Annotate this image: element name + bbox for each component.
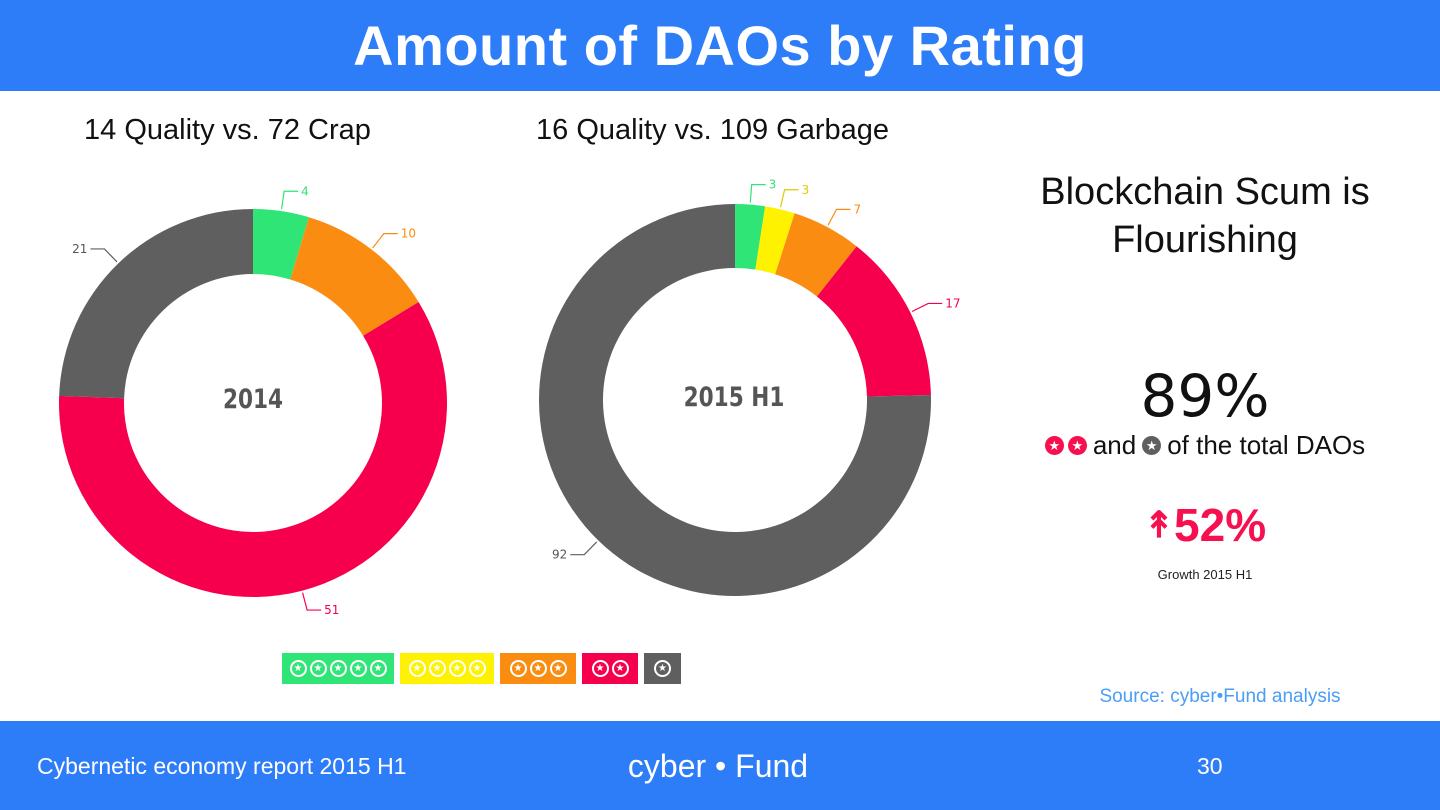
page-number: 30 [1197, 753, 1223, 779]
and-text: and [1092, 430, 1137, 460]
slice-value-label: 3 [769, 178, 777, 192]
donut-slice [735, 204, 766, 270]
label-leader-line [570, 541, 598, 556]
big-percentage: 89% [1140, 362, 1270, 430]
label-leader-line [280, 190, 299, 210]
slice-value-label: 10 [401, 227, 416, 241]
growth-figure: ↟52% [1005, 498, 1405, 552]
growth-label: Growth 2015 H1 [1157, 567, 1253, 582]
slice-value-label: 21 [72, 242, 87, 256]
header-bar: Amount of DAOs by Rating [0, 0, 1440, 91]
star-icon: ★ [1067, 436, 1087, 455]
slice-value-label: 92 [552, 548, 567, 562]
donut-slice [538, 204, 931, 596]
star-icon: ★ [349, 660, 367, 677]
donut-slice [755, 206, 795, 275]
star-icon: ★ [549, 660, 567, 677]
growth-value: 52% [1174, 499, 1267, 551]
side-headline: Blockchain Scum is Flourishing [1040, 171, 1370, 261]
source-note: Source: cyber•Fund analysis [1099, 686, 1341, 707]
legend-item-2-star: ★ ★ [582, 653, 638, 684]
star-icon: ★ [329, 660, 347, 677]
star-icon: ★ [289, 660, 307, 677]
slice-value-label: 51 [324, 603, 339, 617]
star-icon: ★ [408, 660, 426, 677]
donut-slice [290, 217, 419, 336]
rating-legend: ★ ★ ★ ★ ★ ★ ★ ★ ★ ★ ★ ★ ★ ★ ★ [282, 653, 681, 684]
star-icon: ★ [654, 660, 671, 677]
star-icon: ★ [468, 660, 486, 677]
star-icon: ★ [509, 660, 527, 677]
one-star-badge: ★ [1142, 436, 1162, 455]
star-icon: ★ [529, 660, 547, 677]
star-icon: ★ [611, 660, 629, 677]
donut-chart-2015: 3 3 7 17 92 [538, 178, 960, 596]
donut-chart-2014: 4 10 51 21 [58, 184, 447, 617]
star-icon: ★ [369, 660, 387, 677]
label-leader-line [911, 302, 943, 313]
of-total-text: of the total DAOs [1167, 430, 1366, 460]
donut-slice [58, 301, 447, 598]
legend-item-5-star: ★ ★ ★ ★ ★ [282, 653, 394, 684]
up-arrow-icon: ↟ [1143, 504, 1175, 545]
star-icon: ★ [448, 660, 466, 677]
chart-title-2014: 14 Quality vs. 72 Crap [84, 114, 371, 146]
center-label-2014: 2014 [222, 384, 284, 415]
donut-slice [775, 213, 857, 297]
legend-item-1-star: ★ [644, 653, 681, 684]
label-leader-line [301, 592, 322, 611]
donut-slice [816, 246, 931, 397]
star-icon: ★ [309, 660, 327, 677]
label-leader-line [827, 208, 851, 226]
label-leader-line [779, 189, 799, 208]
slice-value-label: 3 [802, 183, 810, 197]
slice-value-label: 4 [301, 184, 309, 198]
two-star-badge: ★ ★ [1044, 436, 1087, 455]
slice-value-label: 17 [945, 296, 960, 310]
percentage-description: ★ ★ and ★ of the total DAOs [1005, 430, 1405, 461]
chart-title-2015: 16 Quality vs. 109 Garbage [536, 114, 890, 146]
label-leader-line [372, 233, 398, 249]
star-icon: ★ [428, 660, 446, 677]
star-icon: ★ [591, 660, 609, 677]
label-leader-line [749, 184, 766, 203]
footer-bar: Cybernetic economy report 2015 H1 cyber … [0, 721, 1440, 810]
brand-logo: cyber • Fund [627, 748, 809, 784]
donut-slice [253, 209, 309, 280]
slice-value-label: 7 [854, 202, 862, 216]
legend-item-3-star: ★ ★ ★ [500, 653, 576, 684]
center-label-2015: 2015 H1 [683, 382, 785, 413]
donut-slice [59, 209, 253, 399]
report-name: Cybernetic economy report 2015 H1 [37, 753, 407, 779]
label-leader-line [90, 248, 118, 263]
legend-item-4-star: ★ ★ ★ ★ [400, 653, 494, 684]
page-title: Amount of DAOs by Rating [353, 14, 1087, 77]
star-icon: ★ [1044, 436, 1064, 455]
